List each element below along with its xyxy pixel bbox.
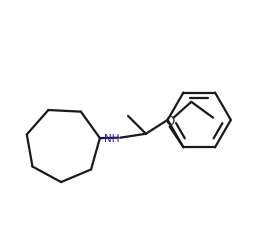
Text: NH: NH [104, 134, 119, 144]
Text: O: O [165, 115, 174, 128]
